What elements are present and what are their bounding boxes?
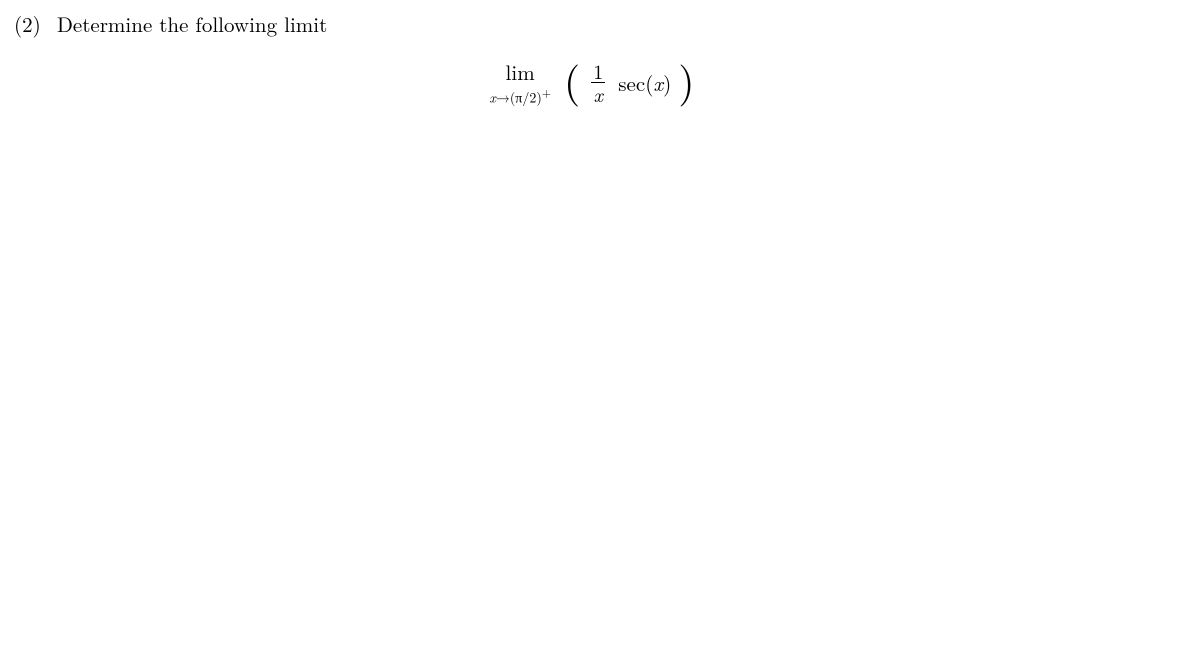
lim-subscript: x→(π/2)+ (489, 85, 551, 108)
problem-block: (2) Determine the following limit lim x→… (14, 10, 1170, 108)
left-paren: ( (564, 61, 580, 99)
fraction-denominator: x (591, 83, 605, 104)
lim-operator: lim x→(π/2)+ (489, 57, 551, 108)
problem-number: (2) (14, 9, 41, 39)
lim-sub-target: (π/2) (510, 88, 542, 108)
func-arg-var: x (653, 68, 663, 98)
right-paren: ) (678, 61, 694, 99)
func-name: sec (618, 68, 645, 98)
limit-expression: lim x→(π/2)+ ( 1 x sec(x) ) (14, 57, 1170, 108)
problem-prompt-line: (2) Determine the following limit (14, 10, 1170, 39)
lim-sub-arrow: → (496, 88, 510, 108)
problem-prompt: Determine the following limit (57, 9, 327, 39)
fraction: 1 x (591, 61, 605, 104)
func-arg-rparen: ) (663, 68, 671, 98)
lim-word: lim (489, 57, 551, 87)
sec-call: sec(x) (618, 68, 671, 98)
lim-sub-side: + (542, 85, 551, 101)
